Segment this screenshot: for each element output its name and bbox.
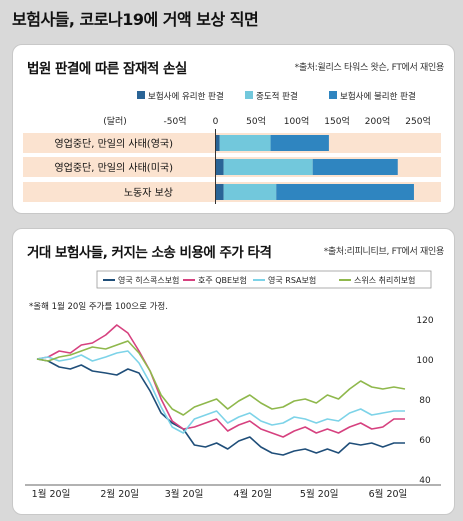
legend-swatch xyxy=(329,91,337,99)
series-line xyxy=(36,350,405,434)
x-tick-label: 2월 20일 xyxy=(100,488,139,500)
bar-segment xyxy=(223,159,313,175)
legend-label: 보험사에 유리한 판결 xyxy=(148,91,224,102)
bar-segment xyxy=(215,184,224,200)
x-tick-label: 4월 20일 xyxy=(233,488,272,500)
bar-segment xyxy=(223,184,277,200)
x-tick-label: 6월 20일 xyxy=(369,488,408,500)
x-tick-label: 1월 20일 xyxy=(32,488,71,500)
x-tick-label: 200억 xyxy=(365,115,390,127)
bar-segment xyxy=(270,135,329,151)
stock-chart-source: *출처:리피니티브, FT에서 재인용 xyxy=(323,247,445,257)
legend-label: 영국 RSA보험 xyxy=(268,275,316,285)
chart-note: *올해 1월 20일 주가를 100으로 가정. xyxy=(29,301,168,312)
loss-chart-source: *출처:윌리스 타워스 왓슨, FT에서 재인용 xyxy=(294,63,445,73)
category-label: 노동자 보상 xyxy=(124,187,173,199)
x-tick-label: 5월 20일 xyxy=(300,488,339,500)
series-line xyxy=(36,324,405,438)
bar-segment xyxy=(312,159,398,175)
unit-label: (달러) xyxy=(103,115,127,127)
legend-label: 보험사에 불리한 판결 xyxy=(340,91,416,102)
legend-label: 중도적 판결 xyxy=(256,91,298,102)
x-tick-label: 0 xyxy=(213,117,219,127)
y-tick-label: 40 xyxy=(419,476,431,486)
x-tick-label: 50억 xyxy=(246,115,266,127)
legend-label: 영국 히스콕스보험 xyxy=(118,275,179,285)
bar-segment xyxy=(215,135,220,151)
y-tick-label: 80 xyxy=(419,396,431,406)
x-tick-label: 250억 xyxy=(405,115,430,127)
y-tick-label: 60 xyxy=(419,436,431,446)
bar-segment xyxy=(215,159,224,175)
main-title: 보험사들, 코로나19에 거액 보상 직면 xyxy=(12,10,259,29)
stock-line-chart: 영국 히스콕스보험 호주 QBE보험 영국 RSA보험 스위스 취리히보험 *올해 1월… xyxy=(25,270,441,500)
loss-chart-panel: 법원 판결에 따른 잠재적 손실 *출처:윌리스 타워스 왓슨, FT에서 재인… xyxy=(12,44,455,214)
category-label: 영업중단, 만일의 사태(미국) xyxy=(54,161,173,174)
y-tick-label: 120 xyxy=(416,316,433,326)
legend-swatch xyxy=(245,91,253,99)
stock-chart-panel: 거대 보험사들, 커지는 소송 비용에 주가 타격 *출처:리피니티브, FT에… xyxy=(12,228,455,515)
y-tick-label: 100 xyxy=(416,356,433,366)
legend-label: 스위스 취리히보험 xyxy=(354,275,415,285)
bar-segment xyxy=(276,184,414,200)
series-line xyxy=(36,340,406,416)
legend-label: 호주 QBE보험 xyxy=(198,276,247,285)
x-tick-label: 100억 xyxy=(284,115,309,127)
bar-segment xyxy=(219,135,271,151)
category-label: 영업중단, 만일의 사태(영국) xyxy=(54,137,173,150)
stock-chart-title: 거대 보험사들, 커지는 소송 비용에 주가 타격 xyxy=(27,245,272,261)
loss-bar-chart: 보험사에 유리한 판결 중도적 판결 보험사에 불리한 판결 (달러) -50억 0 50억… xyxy=(23,91,441,204)
x-tick-label: 3월 20일 xyxy=(165,488,204,500)
loss-chart-title: 법원 판결에 따른 잠재적 손실 xyxy=(27,61,187,77)
x-tick-label: 150억 xyxy=(324,115,349,127)
x-tick-label: -50억 xyxy=(164,115,187,127)
legend-swatch xyxy=(137,91,145,99)
series-line xyxy=(36,358,405,456)
